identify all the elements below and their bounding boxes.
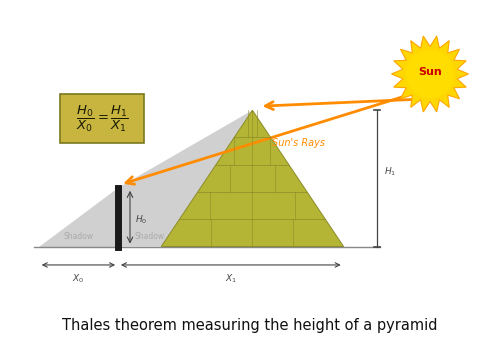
Text: Sun: Sun xyxy=(418,67,442,77)
Text: $X_0$: $X_0$ xyxy=(72,272,85,285)
Text: $H_0$: $H_0$ xyxy=(135,214,147,227)
Polygon shape xyxy=(39,188,118,246)
Text: $H_1$: $H_1$ xyxy=(384,165,396,178)
Text: Shadow: Shadow xyxy=(64,231,94,240)
Ellipse shape xyxy=(406,50,454,98)
Polygon shape xyxy=(39,110,252,246)
Text: Sun's Rays: Sun's Rays xyxy=(272,138,324,148)
Polygon shape xyxy=(161,110,344,246)
Text: Shadow: Shadow xyxy=(134,231,164,240)
Text: Thales theorem measuring the height of a pyramid: Thales theorem measuring the height of a… xyxy=(62,318,438,333)
Text: $X_1$: $X_1$ xyxy=(225,272,237,285)
Polygon shape xyxy=(392,36,468,112)
FancyBboxPatch shape xyxy=(60,94,144,143)
Text: $\dfrac{H_0}{X_0}=\dfrac{H_1}{X_1}$: $\dfrac{H_0}{X_0}=\dfrac{H_1}{X_1}$ xyxy=(76,103,129,134)
